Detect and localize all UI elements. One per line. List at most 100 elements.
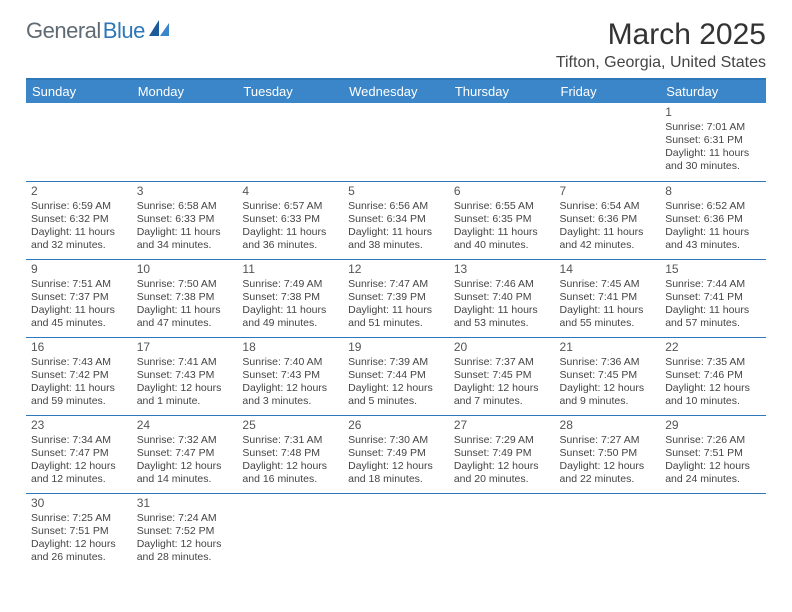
- day-number: 1: [665, 105, 761, 120]
- calendar-cell: 18Sunrise: 7:40 AMSunset: 7:43 PMDayligh…: [237, 337, 343, 415]
- logo-text-1: General: [26, 18, 101, 44]
- calendar-cell: [555, 103, 661, 181]
- daylight-text: Daylight: 11 hours and 34 minutes.: [137, 226, 233, 252]
- calendar-body: 1Sunrise: 7:01 AMSunset: 6:31 PMDaylight…: [26, 103, 766, 571]
- sunset-text: Sunset: 7:45 PM: [560, 369, 656, 382]
- daylight-text: Daylight: 11 hours and 49 minutes.: [242, 304, 338, 330]
- calendar-row: 9Sunrise: 7:51 AMSunset: 7:37 PMDaylight…: [26, 259, 766, 337]
- day-number: 23: [31, 418, 127, 433]
- sunset-text: Sunset: 6:36 PM: [560, 213, 656, 226]
- daylight-text: Daylight: 11 hours and 55 minutes.: [560, 304, 656, 330]
- calendar-table: Sunday Monday Tuesday Wednesday Thursday…: [26, 78, 766, 571]
- day-number: 11: [242, 262, 338, 277]
- sunrise-text: Sunrise: 7:37 AM: [454, 356, 550, 369]
- calendar-cell: 28Sunrise: 7:27 AMSunset: 7:50 PMDayligh…: [555, 415, 661, 493]
- dayhead-wed: Wednesday: [343, 79, 449, 103]
- day-number: 31: [137, 496, 233, 511]
- sunrise-text: Sunrise: 7:50 AM: [137, 278, 233, 291]
- sunset-text: Sunset: 7:40 PM: [454, 291, 550, 304]
- day-number: 6: [454, 184, 550, 199]
- dayhead-thu: Thursday: [449, 79, 555, 103]
- calendar-row: 2Sunrise: 6:59 AMSunset: 6:32 PMDaylight…: [26, 181, 766, 259]
- day-number: 17: [137, 340, 233, 355]
- header: GeneralBlue March 2025 Tifton, Georgia, …: [26, 18, 766, 72]
- sunrise-text: Sunrise: 7:29 AM: [454, 434, 550, 447]
- calendar-cell: 30Sunrise: 7:25 AMSunset: 7:51 PMDayligh…: [26, 493, 132, 571]
- dayhead-sat: Saturday: [660, 79, 766, 103]
- daylight-text: Daylight: 11 hours and 38 minutes.: [348, 226, 444, 252]
- calendar-cell: 11Sunrise: 7:49 AMSunset: 7:38 PMDayligh…: [237, 259, 343, 337]
- daylight-text: Daylight: 11 hours and 59 minutes.: [31, 382, 127, 408]
- calendar-cell: 25Sunrise: 7:31 AMSunset: 7:48 PMDayligh…: [237, 415, 343, 493]
- calendar-cell: 10Sunrise: 7:50 AMSunset: 7:38 PMDayligh…: [132, 259, 238, 337]
- calendar-cell: 6Sunrise: 6:55 AMSunset: 6:35 PMDaylight…: [449, 181, 555, 259]
- day-number: 4: [242, 184, 338, 199]
- sunset-text: Sunset: 7:45 PM: [454, 369, 550, 382]
- sunset-text: Sunset: 7:44 PM: [348, 369, 444, 382]
- calendar-cell: 24Sunrise: 7:32 AMSunset: 7:47 PMDayligh…: [132, 415, 238, 493]
- sunset-text: Sunset: 7:41 PM: [560, 291, 656, 304]
- calendar-cell: 29Sunrise: 7:26 AMSunset: 7:51 PMDayligh…: [660, 415, 766, 493]
- sunrise-text: Sunrise: 7:26 AM: [665, 434, 761, 447]
- sunset-text: Sunset: 6:32 PM: [31, 213, 127, 226]
- calendar-cell: 3Sunrise: 6:58 AMSunset: 6:33 PMDaylight…: [132, 181, 238, 259]
- sunrise-text: Sunrise: 6:57 AM: [242, 200, 338, 213]
- calendar-cell: 22Sunrise: 7:35 AMSunset: 7:46 PMDayligh…: [660, 337, 766, 415]
- calendar-cell: 13Sunrise: 7:46 AMSunset: 7:40 PMDayligh…: [449, 259, 555, 337]
- day-number: 7: [560, 184, 656, 199]
- day-number: 13: [454, 262, 550, 277]
- daylight-text: Daylight: 11 hours and 47 minutes.: [137, 304, 233, 330]
- sunrise-text: Sunrise: 7:35 AM: [665, 356, 761, 369]
- daylight-text: Daylight: 12 hours and 10 minutes.: [665, 382, 761, 408]
- day-number: 3: [137, 184, 233, 199]
- day-number: 18: [242, 340, 338, 355]
- calendar-cell: 17Sunrise: 7:41 AMSunset: 7:43 PMDayligh…: [132, 337, 238, 415]
- dayhead-mon: Monday: [132, 79, 238, 103]
- daylight-text: Daylight: 11 hours and 53 minutes.: [454, 304, 550, 330]
- calendar-cell: 9Sunrise: 7:51 AMSunset: 7:37 PMDaylight…: [26, 259, 132, 337]
- calendar-cell: [237, 103, 343, 181]
- sunrise-text: Sunrise: 7:40 AM: [242, 356, 338, 369]
- sunset-text: Sunset: 7:48 PM: [242, 447, 338, 460]
- calendar-row: 1Sunrise: 7:01 AMSunset: 6:31 PMDaylight…: [26, 103, 766, 181]
- daylight-text: Daylight: 12 hours and 1 minute.: [137, 382, 233, 408]
- sunrise-text: Sunrise: 6:56 AM: [348, 200, 444, 213]
- calendar-cell: 31Sunrise: 7:24 AMSunset: 7:52 PMDayligh…: [132, 493, 238, 571]
- calendar-cell: [237, 493, 343, 571]
- sunset-text: Sunset: 7:41 PM: [665, 291, 761, 304]
- calendar-cell: [343, 493, 449, 571]
- sunset-text: Sunset: 7:51 PM: [665, 447, 761, 460]
- daylight-text: Daylight: 12 hours and 16 minutes.: [242, 460, 338, 486]
- location: Tifton, Georgia, United States: [556, 54, 766, 72]
- day-number: 14: [560, 262, 656, 277]
- sunrise-text: Sunrise: 7:31 AM: [242, 434, 338, 447]
- sunrise-text: Sunrise: 7:51 AM: [31, 278, 127, 291]
- day-number: 21: [560, 340, 656, 355]
- sunrise-text: Sunrise: 7:47 AM: [348, 278, 444, 291]
- daylight-text: Daylight: 12 hours and 28 minutes.: [137, 538, 233, 564]
- calendar-cell: 7Sunrise: 6:54 AMSunset: 6:36 PMDaylight…: [555, 181, 661, 259]
- daylight-text: Daylight: 12 hours and 9 minutes.: [560, 382, 656, 408]
- sunset-text: Sunset: 7:51 PM: [31, 525, 127, 538]
- sunrise-text: Sunrise: 7:32 AM: [137, 434, 233, 447]
- daylight-text: Daylight: 12 hours and 20 minutes.: [454, 460, 550, 486]
- calendar-cell: [343, 103, 449, 181]
- sunrise-text: Sunrise: 7:30 AM: [348, 434, 444, 447]
- sunset-text: Sunset: 7:47 PM: [137, 447, 233, 460]
- daylight-text: Daylight: 11 hours and 51 minutes.: [348, 304, 444, 330]
- day-header-row: Sunday Monday Tuesday Wednesday Thursday…: [26, 79, 766, 103]
- sunset-text: Sunset: 7:38 PM: [137, 291, 233, 304]
- day-number: 9: [31, 262, 127, 277]
- daylight-text: Daylight: 12 hours and 26 minutes.: [31, 538, 127, 564]
- calendar-cell: 15Sunrise: 7:44 AMSunset: 7:41 PMDayligh…: [660, 259, 766, 337]
- daylight-text: Daylight: 11 hours and 43 minutes.: [665, 226, 761, 252]
- daylight-text: Daylight: 12 hours and 14 minutes.: [137, 460, 233, 486]
- dayhead-sun: Sunday: [26, 79, 132, 103]
- sunrise-text: Sunrise: 6:52 AM: [665, 200, 761, 213]
- calendar-cell: 5Sunrise: 6:56 AMSunset: 6:34 PMDaylight…: [343, 181, 449, 259]
- daylight-text: Daylight: 12 hours and 5 minutes.: [348, 382, 444, 408]
- sunrise-text: Sunrise: 7:39 AM: [348, 356, 444, 369]
- day-number: 2: [31, 184, 127, 199]
- calendar-row: 16Sunrise: 7:43 AMSunset: 7:42 PMDayligh…: [26, 337, 766, 415]
- sunset-text: Sunset: 7:43 PM: [242, 369, 338, 382]
